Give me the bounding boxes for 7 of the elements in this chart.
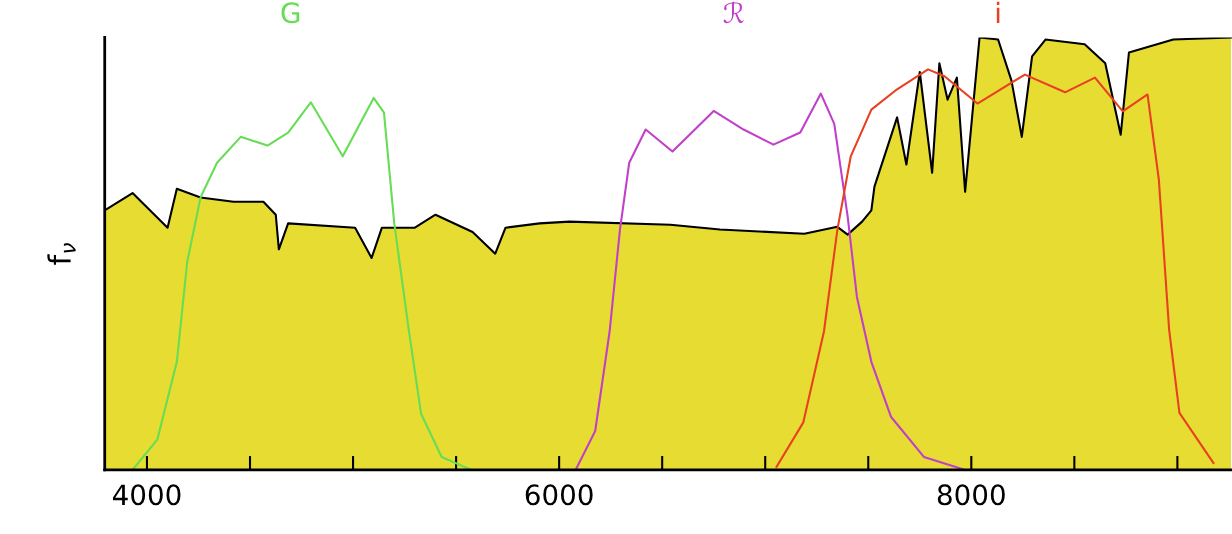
x-tick-label: 8000 <box>937 484 1005 506</box>
x-tick-label: 6000 <box>525 484 593 506</box>
x-tick-label: 4000 <box>112 484 181 506</box>
text: ℛ <box>723 1 744 24</box>
text: G <box>281 2 300 24</box>
text: i <box>996 1 1000 23</box>
y-axis-title: f$_{ν}$ <box>47 243 76 265</box>
